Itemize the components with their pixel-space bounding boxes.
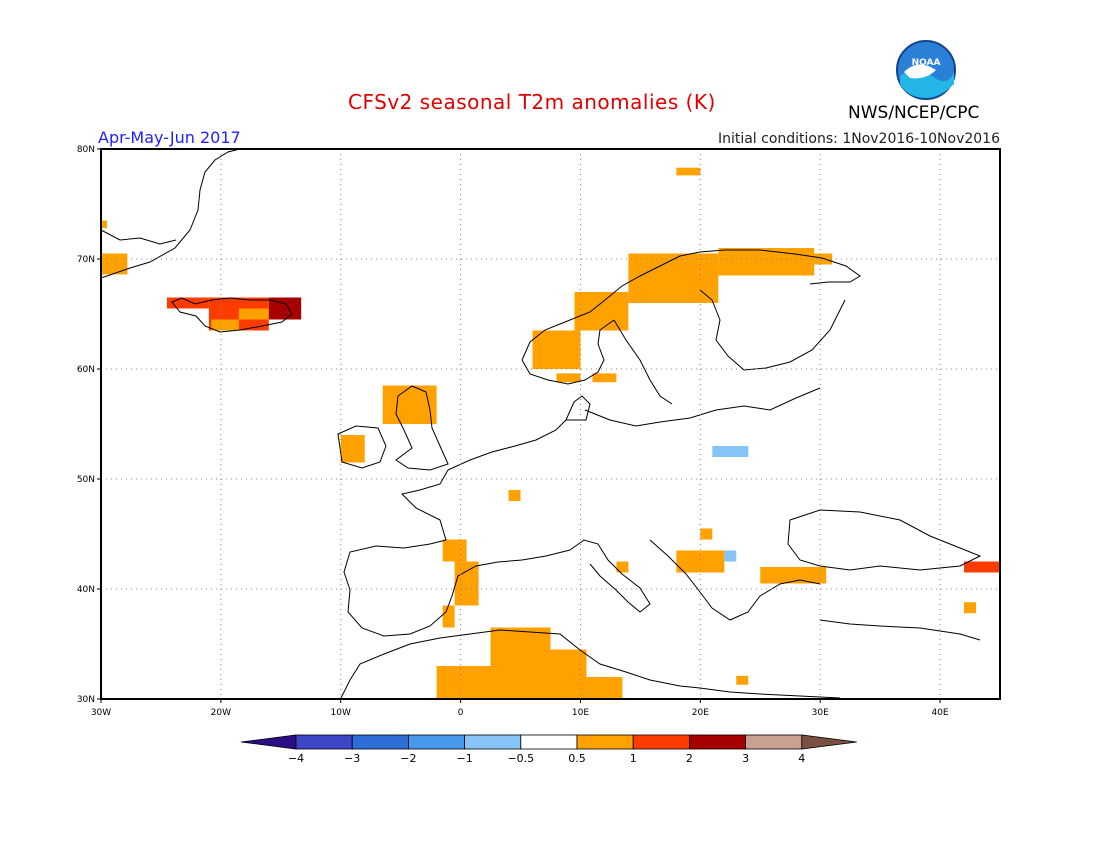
anomaly-cell [454, 561, 479, 606]
svg-text:NOAA: NOAA [912, 58, 941, 68]
colorbar-box [295, 734, 353, 750]
anomaly-cell [211, 319, 239, 331]
longitude-tick-label: 10E [572, 708, 589, 718]
latitude-labels: 80N 70N 60N 50N 40N 30N [77, 145, 101, 705]
anomaly-cell [442, 539, 467, 562]
anomaly-cell [101, 253, 128, 275]
anomaly-cell [724, 550, 737, 562]
anomaly-cell [550, 649, 587, 699]
colorbar-label: 1 [630, 752, 637, 765]
colorbar-box [464, 734, 522, 750]
anomaly-cells [101, 167, 1000, 699]
anomaly-cell [712, 446, 749, 457]
noaa-logo-icon: NOAA [896, 40, 956, 100]
colorbar-box [407, 734, 465, 750]
longitude-tick-label: 20W [211, 708, 231, 718]
colorbar-box [745, 734, 803, 750]
colorbar-label: −2 [400, 752, 416, 765]
colorbar-high-triangle [801, 734, 857, 750]
anomaly-cell [166, 297, 209, 309]
anomaly-cell [814, 253, 833, 265]
coastlines [101, 149, 982, 699]
longitude-labels: 30W 20W 10W 0 10E 20E 30E 40E [91, 699, 949, 718]
anomaly-cell [436, 666, 551, 699]
colorbar-box [632, 734, 690, 750]
anomaly-cell [238, 308, 269, 320]
latitude-tick-label: 80N [77, 145, 95, 155]
anomaly-cell [508, 490, 521, 501]
colorbar-label: 2 [686, 752, 693, 765]
anomaly-cell [628, 253, 719, 303]
latitude-tick-label: 50N [77, 475, 95, 485]
colorbar-box [520, 734, 578, 750]
anomaly-cell [592, 373, 617, 383]
colorbar-box [576, 734, 634, 750]
colorbar-label: 3 [742, 752, 749, 765]
figure-title: CFSv2 seasonal T2m anomalies (K) [348, 90, 716, 114]
colorbar-box [689, 734, 747, 750]
anomaly-cell [382, 385, 437, 424]
anomaly-cell [268, 297, 302, 320]
anomaly-cell [574, 292, 629, 331]
colorbar: −4 −3 −2 −1 −0.5 0.5 1 2 3 4 [240, 734, 857, 765]
anomaly-cell [700, 528, 713, 540]
anomaly-cell [442, 605, 455, 628]
longitude-tick-label: 20E [692, 708, 709, 718]
latitude-tick-label: 40N [77, 585, 95, 595]
colorbar-label: 0.5 [568, 752, 586, 765]
anomaly-cell [718, 248, 815, 276]
colorbar-label: −0.5 [507, 752, 534, 765]
graticule [101, 149, 1000, 699]
colorbar-label: 4 [798, 752, 805, 765]
longitude-tick-label: 30W [91, 708, 111, 718]
colorbar-label: −1 [456, 752, 472, 765]
latitude-tick-label: 60N [77, 365, 95, 375]
colorbar-label: −3 [344, 752, 360, 765]
anomaly-cell [586, 677, 623, 699]
anomaly-cell [490, 627, 551, 666]
anomaly-cell [676, 167, 701, 176]
anomaly-cell [101, 220, 107, 229]
colorbar-box [351, 734, 409, 750]
initial-conditions: Initial conditions: 1Nov2016-10Nov2016 [717, 131, 1000, 147]
anomaly-cell [676, 550, 725, 573]
anomaly-cell [616, 561, 629, 573]
colorbar-label: −4 [288, 752, 304, 765]
agency-label: NWS/NCEP/CPC [848, 103, 980, 123]
longitude-tick-label: 10W [331, 708, 351, 718]
anomaly-cell [964, 602, 977, 614]
anomaly-cell [736, 675, 749, 685]
latitude-tick-label: 70N [77, 255, 95, 265]
anomaly-cell [760, 567, 827, 584]
anomaly-cell [532, 330, 581, 369]
anomaly-cell [556, 373, 581, 383]
anomaly-cell [340, 435, 365, 463]
longitude-tick-label: 30E [812, 708, 829, 718]
longitude-tick-label: 0 [458, 708, 464, 718]
longitude-tick-label: 40E [931, 708, 948, 718]
anomaly-cell [964, 561, 1000, 573]
map-frame [100, 148, 1001, 700]
latitude-tick-label: 30N [77, 695, 95, 705]
forecast-period: Apr-May-Jun 2017 [98, 128, 241, 147]
